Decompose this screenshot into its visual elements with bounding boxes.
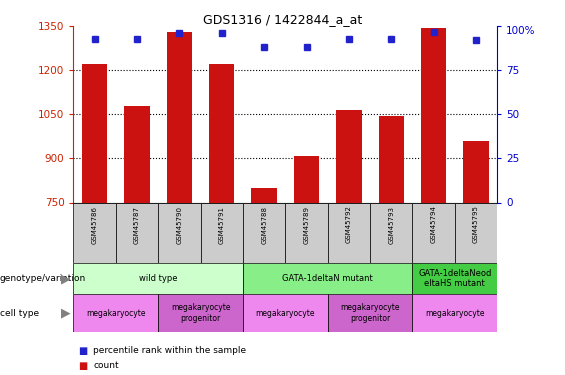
Text: genotype/variation: genotype/variation	[0, 274, 86, 283]
Text: megakaryocyte: megakaryocyte	[425, 309, 485, 318]
Text: GSM45793: GSM45793	[388, 206, 394, 243]
Bar	[124, 106, 150, 202]
Bar	[412, 294, 497, 332]
Text: GSM45794: GSM45794	[431, 206, 437, 243]
Text: megakaryocyte: megakaryocyte	[255, 309, 315, 318]
Text: ■: ■	[79, 346, 92, 355]
Bar	[370, 202, 412, 262]
Bar	[116, 202, 158, 262]
Text: megakaryocyte: megakaryocyte	[86, 309, 146, 318]
Bar	[73, 262, 243, 294]
Text: GSM45788: GSM45788	[261, 206, 267, 243]
Bar	[243, 202, 285, 262]
Bar	[328, 202, 370, 262]
Bar	[201, 202, 243, 262]
Bar	[285, 202, 328, 262]
Bar	[463, 141, 489, 202]
Text: GSM45789: GSM45789	[303, 206, 310, 243]
Bar	[158, 202, 201, 262]
Text: GSM45787: GSM45787	[134, 206, 140, 243]
Bar	[328, 294, 412, 332]
Text: count: count	[93, 361, 119, 370]
Text: 100%: 100%	[506, 26, 535, 36]
Bar	[243, 294, 328, 332]
Bar	[82, 64, 107, 203]
Bar	[73, 294, 158, 332]
Text: megakaryocyte
progenitor: megakaryocyte progenitor	[340, 303, 400, 323]
Text: GSM45791: GSM45791	[219, 206, 225, 243]
Text: GSM45795: GSM45795	[473, 206, 479, 243]
Bar	[251, 188, 277, 202]
Text: cell type: cell type	[0, 309, 39, 318]
Bar	[421, 28, 446, 202]
Text: ■: ■	[79, 361, 92, 370]
Text: percentile rank within the sample: percentile rank within the sample	[93, 346, 246, 355]
Text: GSM45792: GSM45792	[346, 206, 352, 243]
Text: wild type: wild type	[139, 274, 177, 283]
Bar	[379, 116, 404, 202]
Text: megakaryocyte
progenitor: megakaryocyte progenitor	[171, 303, 231, 323]
Text: GATA-1deltaNeod
eltaHS mutant: GATA-1deltaNeod eltaHS mutant	[418, 269, 492, 288]
Text: GATA-1deltaN mutant: GATA-1deltaN mutant	[282, 274, 373, 283]
Text: GSM45786: GSM45786	[92, 206, 98, 243]
Bar	[294, 156, 319, 203]
Bar	[412, 262, 497, 294]
Text: ▶: ▶	[61, 307, 71, 320]
Bar	[167, 32, 192, 203]
Text: ▶: ▶	[61, 272, 71, 285]
Bar	[158, 294, 243, 332]
Bar	[73, 202, 116, 262]
Bar	[336, 110, 362, 202]
Bar	[412, 202, 455, 262]
Text: GDS1316 / 1422844_a_at: GDS1316 / 1422844_a_at	[203, 13, 362, 26]
Bar	[209, 64, 234, 203]
Bar	[455, 202, 497, 262]
Bar	[243, 262, 412, 294]
Text: GSM45790: GSM45790	[176, 206, 182, 243]
